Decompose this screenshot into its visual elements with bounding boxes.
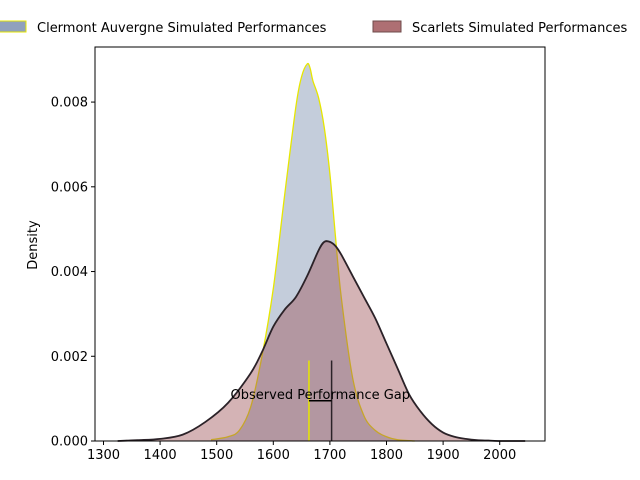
plot-area: Observed Performance Gap	[117, 62, 526, 442]
x-tick-label: 1500	[200, 448, 233, 463]
y-tick-label: 0.006	[51, 180, 88, 195]
axes-frame	[94, 46, 546, 442]
legend-label-0: Clermont Auvergne Simulated Performances	[37, 21, 327, 36]
y-tick-label: 0.004	[51, 265, 88, 280]
x-tick-label: 1700	[313, 448, 346, 463]
series-1-area	[117, 241, 526, 441]
x-tick-label: 1600	[257, 448, 290, 463]
y-tick-label: 0.000	[51, 435, 88, 450]
series-0-area	[211, 63, 415, 441]
x-tick-label: 2000	[483, 448, 516, 463]
legend: Clermont Auvergne Simulated Performances…	[0, 20, 628, 36]
y-tick-label: 0.008	[51, 96, 88, 111]
legend-swatch-0	[0, 20, 27, 33]
series-0-line	[210, 62, 415, 442]
x-tick-label: 1400	[144, 448, 177, 463]
series-1-line	[117, 240, 526, 442]
y-axis-label: Density	[26, 220, 41, 270]
legend-swatch-1	[372, 20, 402, 33]
x-tick-label: 1800	[370, 448, 403, 463]
gap-annotation-label: Observed Performance Gap	[231, 388, 410, 403]
legend-label-1: Scarlets Simulated Performances	[412, 21, 628, 36]
x-tick-label: 1900	[427, 448, 460, 463]
axes: 1300 1400 1500 1600 1700 1800 1900 2000 0.000 0.0…	[51, 46, 546, 463]
x-tick-label: 1300	[87, 448, 120, 463]
y-tick-label: 0.002	[51, 350, 88, 365]
